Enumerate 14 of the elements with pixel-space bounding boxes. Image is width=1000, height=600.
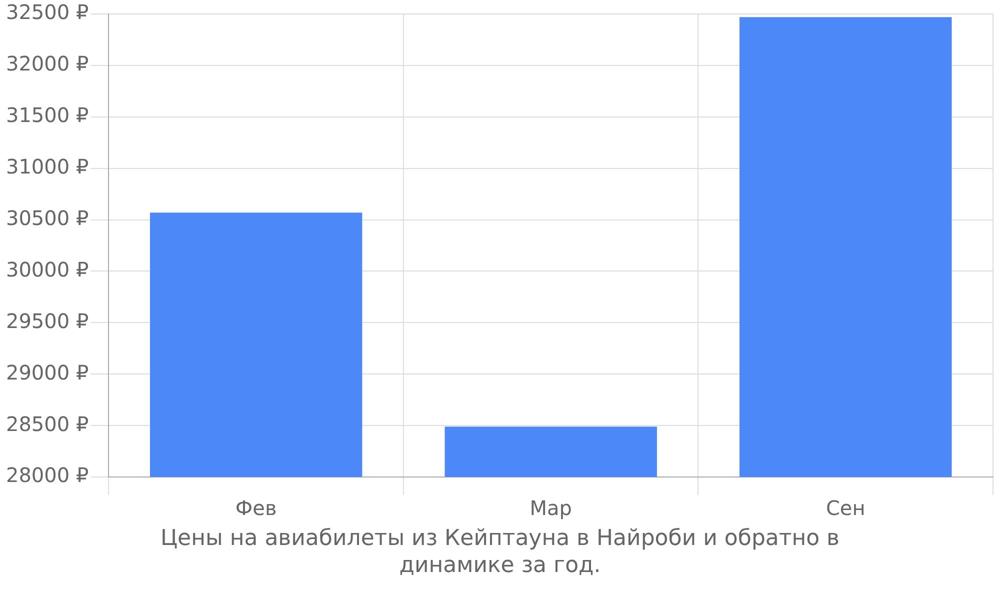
y-tick-label: 32000 ₽ xyxy=(6,52,89,76)
y-tick-label: 29000 ₽ xyxy=(6,360,89,384)
y-tick-label: 29500 ₽ xyxy=(6,308,89,333)
x-tick-label: Мар xyxy=(530,496,572,520)
y-tick-label: 30000 ₽ xyxy=(6,257,89,282)
x-tick-label: Фев xyxy=(235,496,277,520)
y-tick-label: 30500 ₽ xyxy=(6,206,89,230)
y-tick-label: 31500 ₽ xyxy=(6,103,89,128)
x-axis-title: Цены на авиабилеты из Кейптауна в Найроби и обратно в динамике за год. xyxy=(159,525,841,579)
y-tick-label: 32500 ₽ xyxy=(6,0,89,24)
x-tick-label: Сен xyxy=(826,496,866,520)
y-tick-label: 28500 ₽ xyxy=(6,412,89,436)
y-tick-label: 28000 ₽ xyxy=(6,463,89,488)
y-tick-label: 31000 ₽ xyxy=(6,154,89,179)
